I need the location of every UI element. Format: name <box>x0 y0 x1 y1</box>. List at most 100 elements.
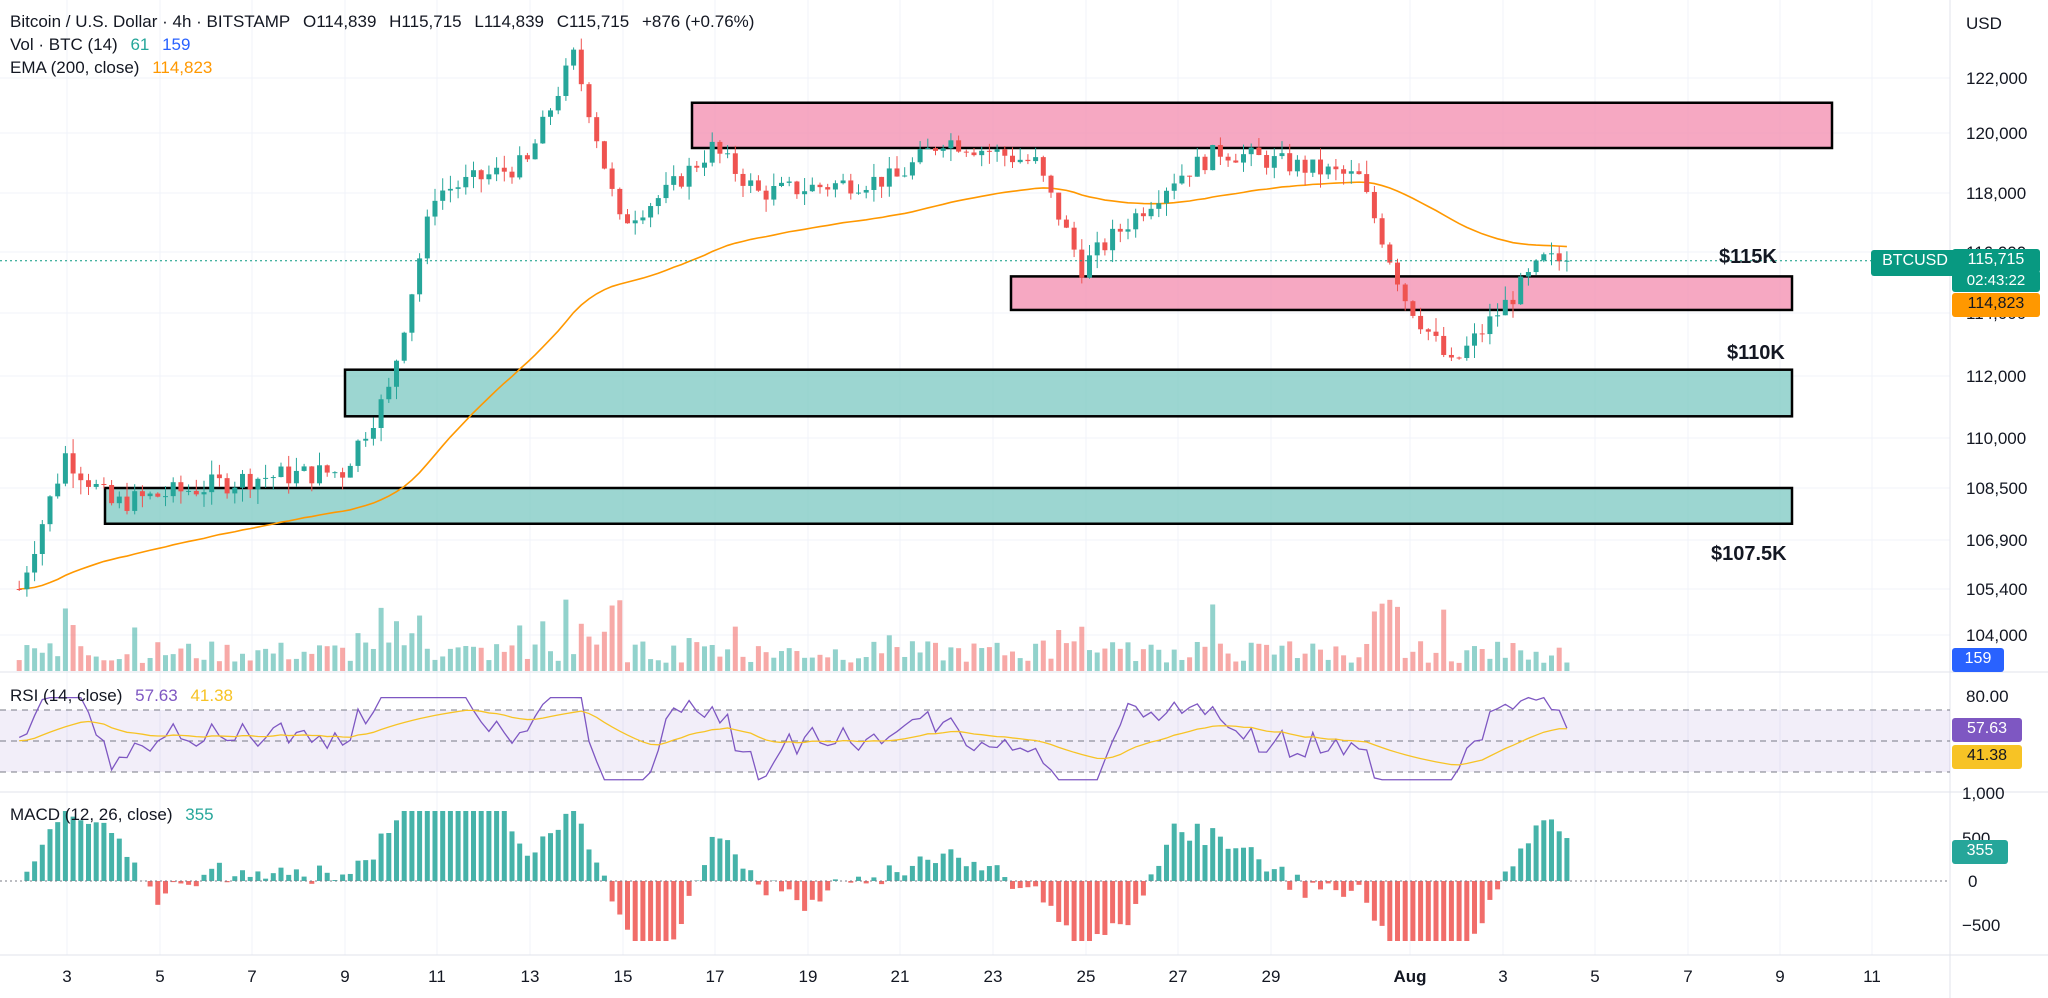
macd-bar-174 <box>1356 881 1362 885</box>
macd-bar-195 <box>1518 848 1524 881</box>
volume-bar-86 <box>678 662 684 671</box>
volume-bar-154 <box>1202 646 1208 671</box>
volume-bar-13 <box>116 659 122 671</box>
currency-label[interactable]: USD <box>1966 14 2002 33</box>
macd-bar-146 <box>1140 881 1146 896</box>
candle-body-55 <box>440 190 446 201</box>
macd-bar-96 <box>755 881 761 885</box>
macd-bar-148 <box>1156 865 1162 881</box>
time-tick-0: 3 <box>62 967 71 986</box>
volume-bar-200 <box>1556 647 1562 671</box>
candle-body-196 <box>1525 272 1531 277</box>
macd-bar-49 <box>394 820 399 881</box>
candle-body-3 <box>39 524 45 554</box>
volume-bar-19 <box>163 655 168 671</box>
price-tick-7: 108,500 <box>1966 479 2027 498</box>
volume-bar-184 <box>1433 652 1439 671</box>
candle-body-65 <box>517 155 523 178</box>
macd-bar-80 <box>632 881 638 941</box>
volume-bar-111 <box>871 641 877 671</box>
volume-bar-55 <box>440 656 446 671</box>
candle-body-35 <box>286 466 292 484</box>
candle-body-109 <box>856 192 861 194</box>
volume-bar-76 <box>601 631 607 671</box>
candle-body-146 <box>1140 213 1146 217</box>
candle-body-152 <box>1187 175 1193 177</box>
volume-bar-14 <box>124 654 130 671</box>
candle-body-197 <box>1533 260 1539 273</box>
candle-body-133 <box>1040 157 1046 176</box>
macd-bar-63 <box>501 811 507 881</box>
volume-bar-164 <box>1279 645 1285 671</box>
candle-body-122 <box>956 140 962 152</box>
volume-bar-15 <box>132 627 138 671</box>
volume-bar-90 <box>709 644 715 671</box>
volume-bar-107 <box>840 659 846 671</box>
candle-body-139 <box>1087 255 1092 278</box>
macd-bar-56 <box>447 811 453 881</box>
macd-bar-131 <box>1025 881 1031 888</box>
rsi-line <box>18 696 1568 781</box>
time-tick-4: 11 <box>428 967 446 986</box>
volume-bar-124 <box>971 643 977 671</box>
macd-bar-172 <box>1341 881 1347 897</box>
volume-bar-168 <box>1310 643 1316 671</box>
macd-bar-12 <box>109 833 115 881</box>
candles <box>16 38 1570 597</box>
macd-bar-123 <box>963 866 969 881</box>
candle-body-45 <box>363 438 369 441</box>
candle-body-67 <box>532 143 538 160</box>
legend-macd[interactable]: MACD (12, 26, close) 355 <box>10 804 222 826</box>
candle-body-73 <box>578 49 584 85</box>
macd-bar-111 <box>871 877 877 881</box>
legend-ema[interactable]: EMA (200, close) 114,823 <box>10 57 220 79</box>
volume-bar-51 <box>409 633 415 671</box>
macd-bar-81 <box>640 881 646 941</box>
volume-bar-144 <box>1125 642 1131 671</box>
candle-body-60 <box>478 170 484 180</box>
legend-volume[interactable]: Vol · BTC (14) 61 159 <box>10 34 198 56</box>
price-tick-10: 104,000 <box>1966 626 2027 645</box>
macd-bar-150 <box>1171 823 1177 881</box>
macd-bar-189 <box>1472 881 1477 934</box>
macd-bar-144 <box>1125 881 1131 926</box>
zone-box-0 <box>690 101 1834 150</box>
macd-bar-35 <box>286 874 292 881</box>
macd-bar-51 <box>409 811 415 881</box>
macd-bar-14 <box>124 856 130 881</box>
volume-bar-32 <box>263 648 269 671</box>
candle-body-137 <box>1071 227 1077 250</box>
candle-body-31 <box>255 478 261 490</box>
volume-bar-106 <box>832 649 838 671</box>
volume-bar-115 <box>902 656 908 671</box>
symbol-title[interactable]: Bitcoin / U.S. Dollar · 4h · BITSTAMP <box>10 12 291 31</box>
macd-bar-168 <box>1310 881 1316 883</box>
candle-body-118 <box>925 148 931 150</box>
macd-bar-186 <box>1448 881 1454 941</box>
candle-body-52 <box>417 258 423 295</box>
candle-body-22 <box>186 490 192 492</box>
volume-bar-18 <box>155 642 161 671</box>
macd-bar-79 <box>625 881 630 930</box>
legend-rsi[interactable]: RSI (14, close) 57.63 41.38 <box>10 685 241 707</box>
candle-body-2 <box>32 553 38 573</box>
macd-bar-159 <box>1241 847 1246 881</box>
rsi-value-a: 57.63 <box>135 686 178 705</box>
volume-bar-73 <box>578 623 584 671</box>
volume-bar-117 <box>917 652 923 671</box>
candle-body-92 <box>725 153 731 155</box>
candle-body-21 <box>178 482 184 492</box>
volume-bar-127 <box>994 642 1000 671</box>
macd-bar-61 <box>486 811 492 881</box>
volume-bar-162 <box>1264 644 1270 671</box>
macd-bar-185 <box>1441 881 1447 941</box>
macd-bar-102 <box>802 881 808 911</box>
macd-bar-55 <box>440 811 446 881</box>
candle-body-1 <box>24 572 30 590</box>
macd-bar-152 <box>1187 840 1193 881</box>
candle-body-160 <box>1248 147 1254 155</box>
volume-bar-47 <box>378 607 384 671</box>
macd-bar-109 <box>856 876 861 881</box>
candle-body-71 <box>563 65 569 96</box>
